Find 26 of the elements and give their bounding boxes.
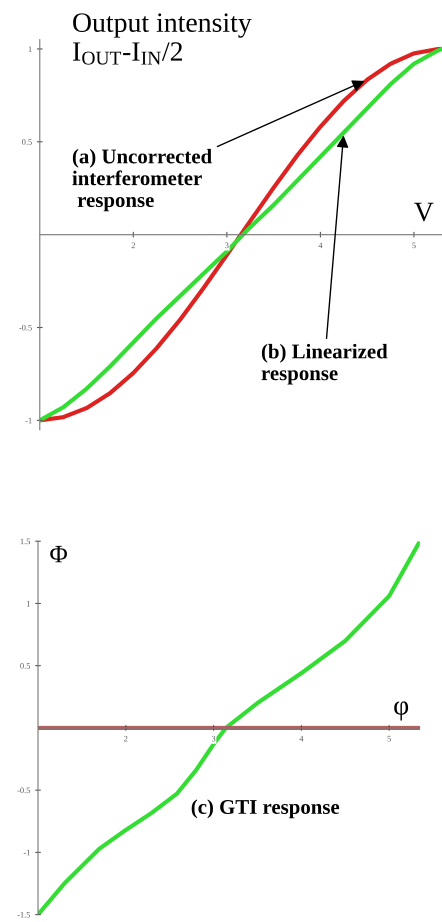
annotation: (a) Uncorrected interferometer response — [72, 148, 212, 212]
x-tick-label: 4 — [318, 242, 322, 248]
y-tick-label: 1.5 — [20, 538, 30, 544]
x-tick-label: 3 — [212, 736, 216, 742]
y-tick-label: -1 — [26, 418, 32, 424]
y-tick-label: 1 — [26, 600, 30, 606]
annotation: (b) Linearized response — [262, 344, 388, 385]
x-tick-label: 5 — [388, 736, 391, 742]
y-tick-label: 0.5 — [20, 663, 30, 669]
x-axis-title: φ — [394, 701, 408, 720]
y-tick-label: -1.5 — [17, 912, 30, 918]
y-tick-label: -0.5 — [17, 788, 30, 794]
x-tick-label: 4 — [299, 736, 304, 742]
y-tick-label: 1 — [28, 46, 32, 52]
x-tick-label: 2 — [124, 736, 128, 742]
x-tick-label: 3 — [225, 242, 229, 248]
y-tick-label: 0.5 — [22, 139, 32, 145]
annotation: (c) GTI response — [192, 799, 340, 818]
x-tick-label: 5 — [412, 242, 416, 248]
y-tick-label: -0.5 — [19, 324, 32, 331]
y-axis-title: Φ — [50, 546, 67, 562]
x-tick-label: 2 — [132, 242, 135, 248]
y-tick-label: -1 — [24, 850, 30, 856]
line-series — [38, 541, 420, 915]
y-axis-title: Output intensity I$_{OUT}$-I$_{IN}$/2 — [72, 13, 252, 65]
x-axis-title: V — [414, 202, 434, 222]
